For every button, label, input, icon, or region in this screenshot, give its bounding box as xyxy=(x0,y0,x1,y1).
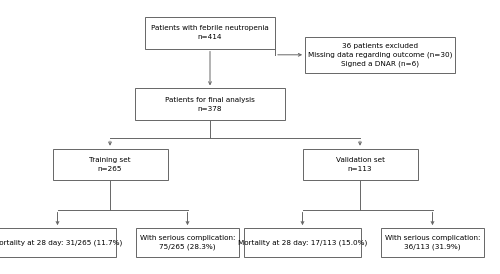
Text: 36 patients excluded: 36 patients excluded xyxy=(342,43,418,49)
Text: n=113: n=113 xyxy=(348,166,372,172)
Text: 36/113 (31.9%): 36/113 (31.9%) xyxy=(404,244,461,250)
Text: Signed a DNAR (n=6): Signed a DNAR (n=6) xyxy=(341,60,419,67)
Text: Patients for final analysis: Patients for final analysis xyxy=(165,97,255,103)
Text: Mortality at 28 day: 31/265 (11.7%): Mortality at 28 day: 31/265 (11.7%) xyxy=(0,239,122,246)
Text: Mortality at 28 day: 17/113 (15.0%): Mortality at 28 day: 17/113 (15.0%) xyxy=(238,239,367,246)
FancyBboxPatch shape xyxy=(135,88,285,120)
Text: n=414: n=414 xyxy=(198,34,222,40)
Text: Missing data regarding outcome (n=30): Missing data regarding outcome (n=30) xyxy=(308,52,452,58)
Text: With serious complication:: With serious complication: xyxy=(140,235,235,241)
FancyBboxPatch shape xyxy=(136,228,239,257)
Text: Training set: Training set xyxy=(89,157,131,163)
Text: n=265: n=265 xyxy=(98,166,122,172)
FancyBboxPatch shape xyxy=(145,17,275,49)
FancyBboxPatch shape xyxy=(244,228,361,257)
Text: With serious complication:: With serious complication: xyxy=(385,235,480,241)
Text: Validation set: Validation set xyxy=(336,157,384,163)
FancyBboxPatch shape xyxy=(305,37,455,73)
FancyBboxPatch shape xyxy=(0,228,116,257)
FancyBboxPatch shape xyxy=(302,149,418,180)
FancyBboxPatch shape xyxy=(382,228,484,257)
FancyBboxPatch shape xyxy=(52,149,168,180)
Text: 75/265 (28.3%): 75/265 (28.3%) xyxy=(159,244,216,250)
Text: Patients with febrile neutropenia: Patients with febrile neutropenia xyxy=(151,25,269,32)
Text: n=378: n=378 xyxy=(198,105,222,112)
